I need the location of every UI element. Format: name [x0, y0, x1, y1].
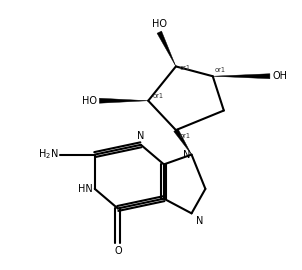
- Text: O: O: [114, 246, 122, 256]
- Polygon shape: [99, 98, 148, 103]
- Text: N: N: [183, 150, 190, 160]
- Text: or1: or1: [214, 68, 225, 73]
- Text: OH: OH: [272, 71, 287, 81]
- Text: H$_2$N: H$_2$N: [38, 148, 58, 161]
- Polygon shape: [213, 74, 270, 79]
- Text: HO: HO: [82, 96, 97, 106]
- Polygon shape: [157, 31, 176, 66]
- Text: or1: or1: [179, 65, 190, 71]
- Text: HN: HN: [78, 184, 92, 194]
- Text: or1: or1: [153, 93, 163, 99]
- Text: N: N: [137, 131, 145, 141]
- Text: HO: HO: [152, 19, 167, 29]
- Text: N: N: [196, 216, 203, 226]
- Polygon shape: [174, 129, 191, 155]
- Text: or1: or1: [179, 133, 190, 139]
